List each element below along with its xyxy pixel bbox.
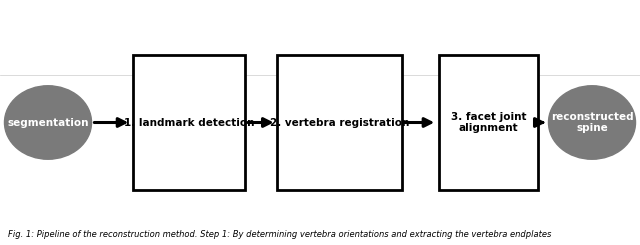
Ellipse shape [4,86,92,159]
Text: segmentation: segmentation [7,118,89,127]
Text: Fig. 1: Pipeline of the reconstruction method. Step 1: By determining vertebra o: Fig. 1: Pipeline of the reconstruction m… [8,230,551,239]
FancyBboxPatch shape [277,55,402,190]
Ellipse shape [548,86,636,159]
Text: 1. landmark detection: 1. landmark detection [124,118,254,127]
Text: reconstructed
spine: reconstructed spine [550,112,634,133]
FancyBboxPatch shape [133,55,244,190]
Text: 3. facet joint
alignment: 3. facet joint alignment [451,112,526,133]
FancyBboxPatch shape [439,55,538,190]
Text: 2. vertebra registration: 2. vertebra registration [269,118,409,127]
